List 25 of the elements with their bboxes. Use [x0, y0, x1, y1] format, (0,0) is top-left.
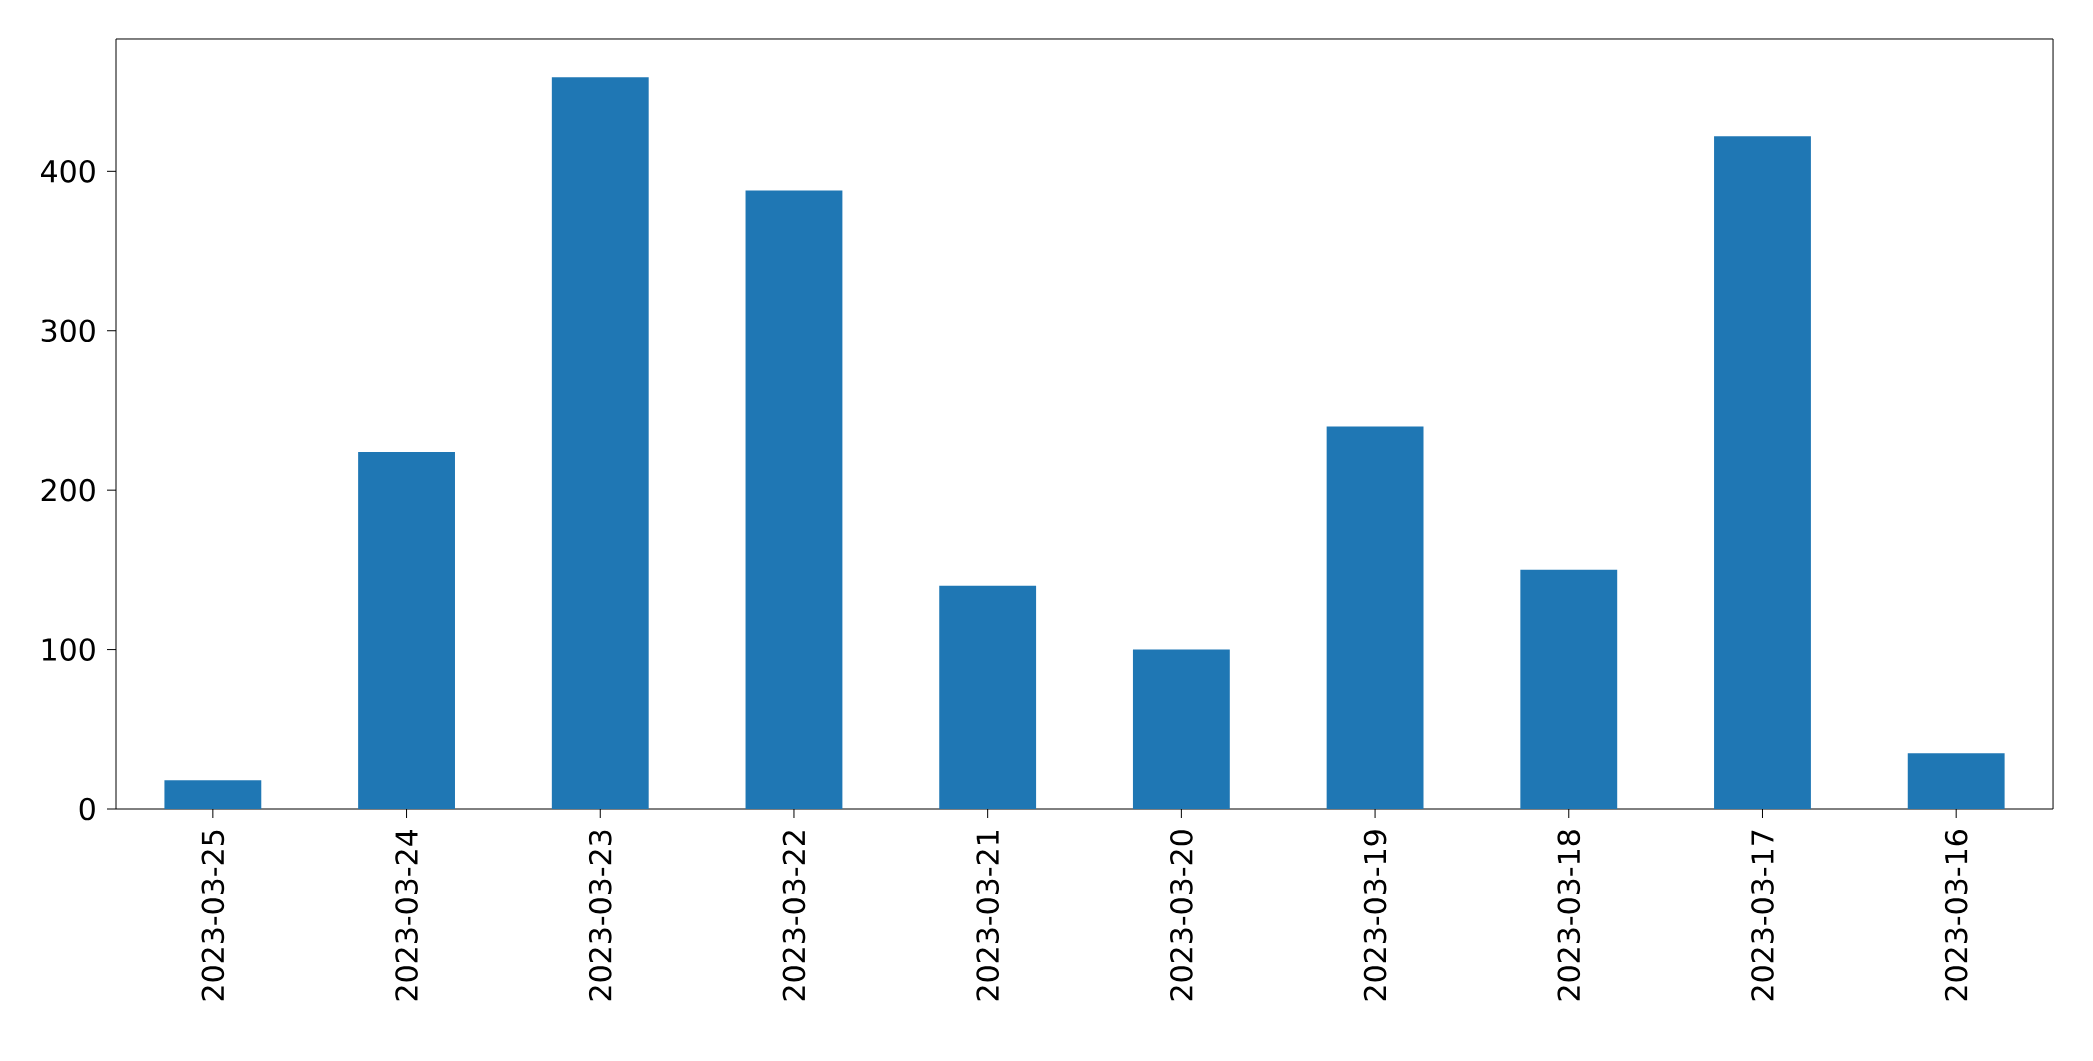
bar	[551, 77, 649, 809]
bar	[939, 585, 1037, 809]
y-tick-label: 200	[41, 478, 95, 502]
bar	[1907, 753, 2005, 809]
x-tick-label: 2023-03-24	[395, 829, 418, 1001]
y-tick-label: 400	[41, 159, 95, 183]
x-tick-label: 2023-03-16	[1944, 830, 1968, 1001]
y-tick-label: 0	[79, 797, 95, 821]
bar	[358, 451, 455, 809]
bar	[1326, 426, 1424, 809]
bar	[1132, 649, 1230, 809]
x-tick-label: 2023-03-17	[1751, 830, 1774, 1001]
x-tick-label: 2023-03-22	[782, 831, 806, 1001]
bar	[1520, 569, 1618, 809]
y-tick-label: 100	[42, 638, 95, 661]
bar	[1714, 136, 1811, 809]
x-tick-label: 2023-03-25	[201, 830, 225, 1001]
x-tick-label: 2023-03-23	[588, 830, 612, 1001]
bar	[164, 780, 262, 809]
x-tick-label: 2023-03-19	[1363, 830, 1387, 1001]
x-tick-label: 2023-03-18	[1557, 830, 1581, 1001]
bar	[745, 190, 843, 809]
y-tick-label: 300	[41, 319, 95, 343]
x-tick-label: 2023-03-20	[1170, 830, 1193, 1001]
x-tick-label: 2023-03-21	[976, 831, 1000, 1001]
